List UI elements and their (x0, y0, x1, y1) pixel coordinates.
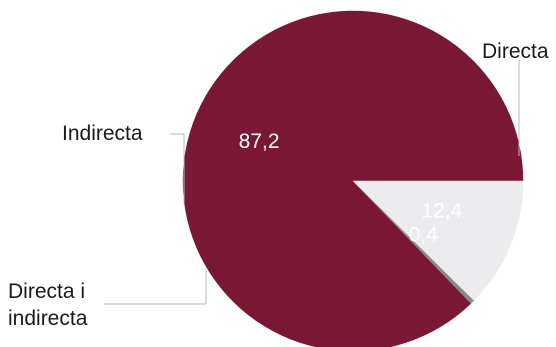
category-label-indirecta: Indirecta (62, 122, 143, 145)
leader-line-directa-i-indirecta (104, 270, 207, 305)
value-labels: 87,2 0,412,4 (239, 130, 463, 247)
value-label-directa-i-indirecta: 0,4 (409, 224, 439, 247)
pie-slice-indirecta (352, 180, 524, 301)
category-label-line: Directa i (8, 280, 85, 303)
category-label-directa: Directa (482, 40, 549, 63)
value-label-directa: 87,2 (239, 130, 280, 153)
category-label-line: Indirecta (62, 122, 143, 145)
pie-slice-directa (182, 10, 524, 347)
leader-lines (104, 60, 520, 305)
category-labels: Directa Directa i indirecta Indirecta (8, 40, 549, 330)
leader-line-indirecta (170, 133, 185, 204)
value-label-indirecta: 12,4 (421, 199, 462, 222)
category-label-line: indirecta (8, 307, 88, 330)
category-label-line: Directa (482, 40, 549, 63)
pie-slices (182, 10, 524, 347)
category-label-directa-i-indirecta: Directa i indirecta (8, 280, 88, 330)
